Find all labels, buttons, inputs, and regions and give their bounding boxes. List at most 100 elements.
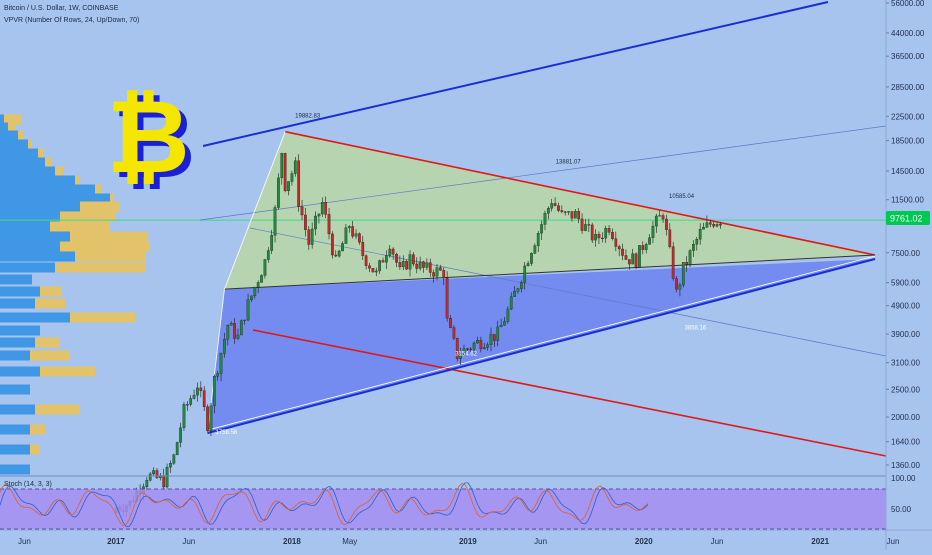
price-tag-value: 9761.02 [890,214,923,224]
candle [503,321,506,326]
candle [435,267,439,277]
candle [671,246,675,279]
triangle-upper-fill [224,131,875,290]
volume-profile-bar [0,211,60,222]
volume-profile-bar [0,274,32,285]
candle [192,394,196,399]
candle [152,470,155,475]
volume-profile-bar [0,286,40,297]
volume-profile-bar [0,251,75,262]
candle [260,275,263,283]
vpvr-label[interactable]: VPVR (Number Of Rows, 24, Up/Down, 70) [4,17,140,24]
candle [570,211,574,219]
candle [216,373,220,377]
candle [651,225,655,238]
candle [290,173,294,182]
volume-profile-bar [0,312,70,323]
price-axis-label: 2000.00 [891,413,920,422]
time-axis-label: 2020 [635,537,653,546]
candle [489,334,493,345]
candle [175,442,179,455]
candle [304,214,307,230]
candle [597,234,601,239]
volume-profile-bar [28,139,32,150]
price-annotation: 19882.83 [295,114,321,120]
volume-profile-bar [8,122,16,133]
time-axis-label: 2021 [811,537,829,546]
candle [293,160,297,174]
candle [361,242,365,256]
candle [162,475,166,488]
candle [719,224,722,226]
candle [317,213,321,217]
candle [189,398,193,405]
price-axis-label: 1640.00 [891,438,920,447]
candle [449,318,452,328]
price-axis-label: 3900.00 [891,330,920,339]
price-annotation: 3154.62 [455,351,477,357]
candle [644,244,648,250]
candle [445,277,449,319]
candle [455,338,459,359]
candle [513,291,516,297]
candle [226,325,230,340]
candle [516,288,520,292]
volume-profile-bar [35,337,60,348]
candle [658,215,662,217]
volume-profile-bar [80,201,120,212]
candle [523,265,527,283]
candle [368,265,371,269]
volume-profile-bar [0,231,70,242]
triangle-base-line [207,258,876,435]
volume-profile-bar [0,337,35,348]
candle [577,211,581,220]
chart-title: Bitcoin / U.S. Dollar, 1W, COINBASE [4,5,119,12]
candle [526,263,530,267]
price-axis-label: 36500.00 [891,52,925,61]
time-axis-label: 2017 [107,537,125,546]
volume-profile-bar [70,312,135,323]
price-annotation: 13881.07 [556,159,582,165]
price-annotation: 1758.56 [216,430,238,436]
volume-profile-bar [40,286,62,297]
candle [307,229,311,245]
price-axis-label: 1360.00 [891,461,920,470]
candle [641,245,645,250]
volume-profile-bar [60,241,150,252]
candle [415,263,419,269]
candle [385,255,388,263]
candle [543,213,547,225]
candle [182,404,186,428]
volume-profile-bar [30,350,70,361]
candle [442,270,446,279]
candle [239,320,243,336]
triangle-support-line [224,254,876,290]
candle [614,238,618,247]
volume-profile-bar [35,404,80,415]
candle [212,376,216,407]
price-axis: 56000.00 44000.00 36500.00 28500.00 22500.00… [885,0,925,550]
candle [631,253,635,265]
candle [320,202,324,215]
volume-profile-bar [0,114,4,125]
candle [253,286,257,297]
stoch-label[interactable]: Stoch (14, 3, 3) [4,481,52,488]
candle [341,243,344,252]
candle [223,339,226,354]
candle [347,226,351,228]
candle [546,208,550,214]
candle [412,254,415,265]
candle [462,348,466,356]
candle [165,466,169,488]
price-axis-label: 11500.00 [891,196,924,205]
candle [573,211,577,219]
volume-profile-bar [75,175,79,186]
volume-profile-bar [45,157,51,168]
volume-profile-bar [0,241,60,252]
triangle-resistance-line [285,130,876,256]
candle [452,327,456,339]
volume-profile-bar [30,444,40,455]
stoch-k-line [0,482,649,528]
candle [358,233,361,243]
svg-text:₿: ₿ [112,85,195,199]
